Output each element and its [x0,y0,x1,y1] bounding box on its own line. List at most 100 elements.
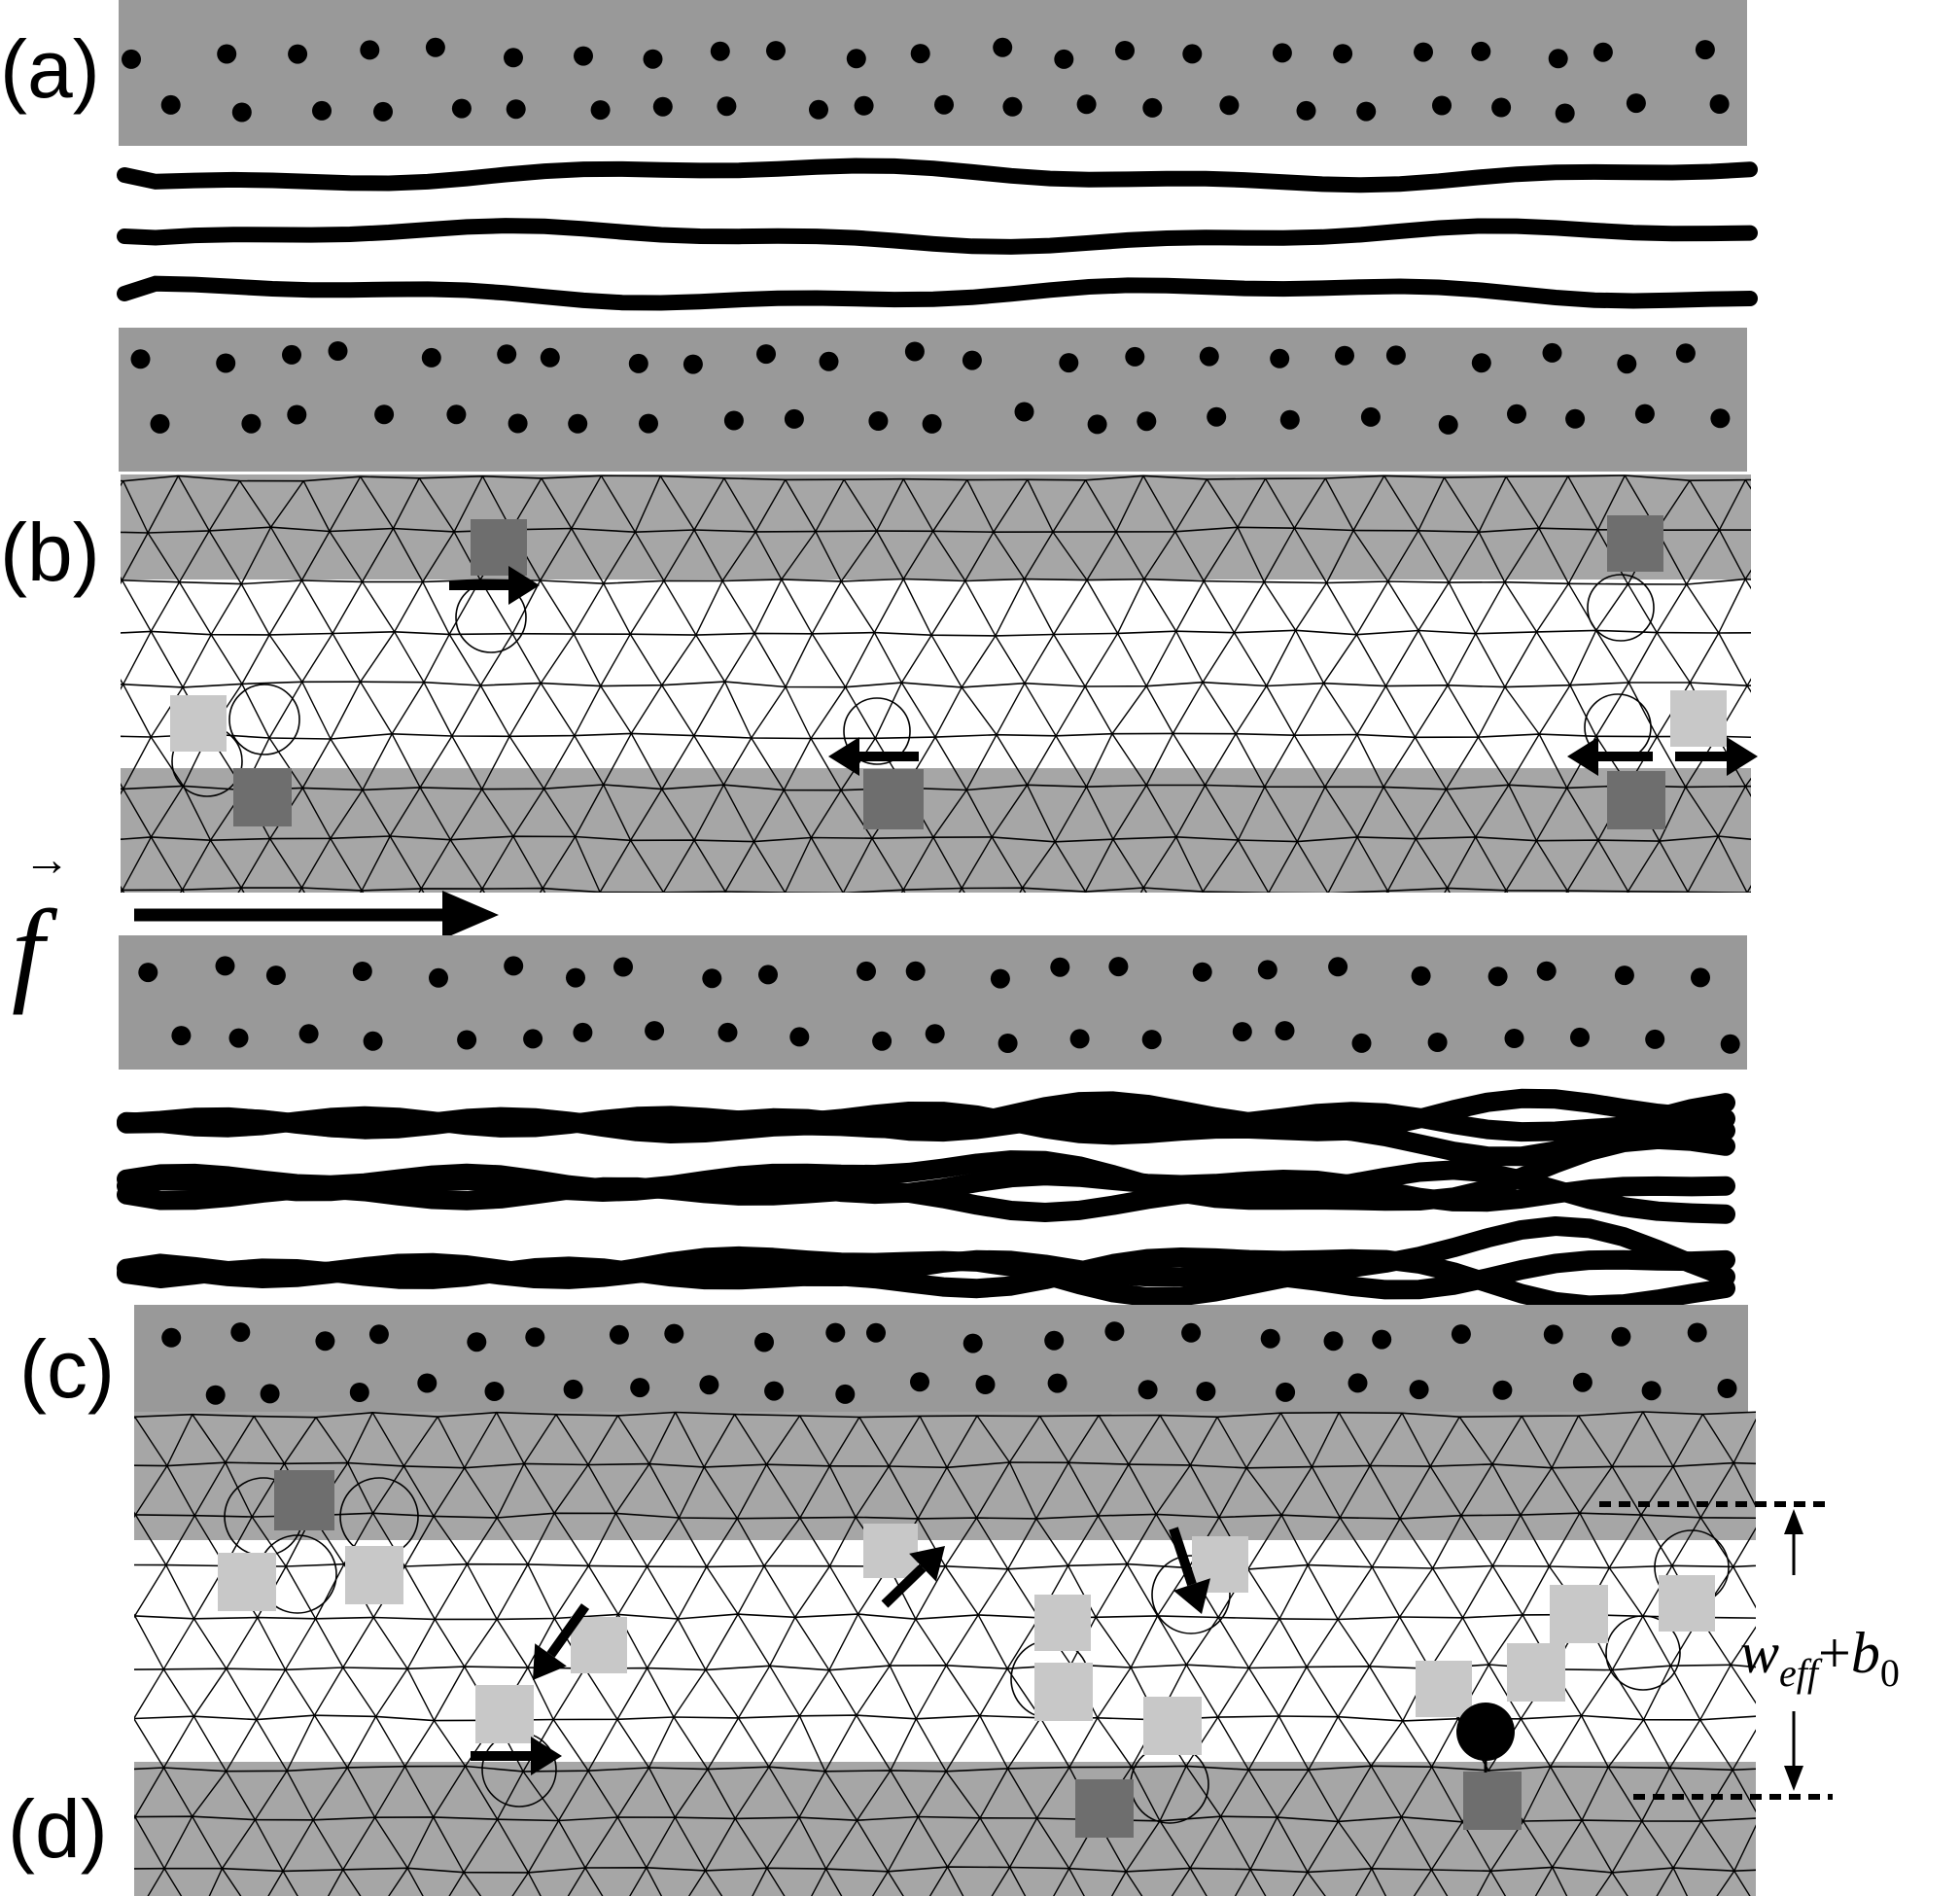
mesh-edge [945,1665,981,1716]
mesh-edge [574,784,605,837]
mesh-edge [433,1666,466,1721]
pin-dot [287,404,307,425]
pin-dot [846,49,866,69]
mesh-edge [1369,1666,1404,1722]
mesh-edge [226,1668,258,1720]
mesh-edge [1311,1466,1341,1519]
light-defect-square [218,1553,276,1611]
mesh-edge [693,839,726,893]
mesh-edge [1685,787,1719,837]
mesh-edge [240,583,270,636]
pin-dot [417,1373,438,1393]
mesh-edge [523,1414,557,1464]
defect-arrow-head [508,566,540,605]
mesh-edge [811,580,842,635]
mesh-edge [1296,786,1326,842]
pin-dot [756,344,776,365]
mesh-edge [402,1416,438,1467]
mesh-edge [134,1813,136,1817]
mesh-edge [1447,888,1451,893]
mesh-edge [1233,632,1268,686]
mesh-edge [843,893,872,942]
mesh-edge [616,1718,650,1769]
mesh-edge [769,1665,801,1717]
mesh-edge [1461,1565,1493,1619]
mesh-edge [1744,579,1751,590]
mesh-edge [391,733,421,789]
mesh-edge [150,581,181,632]
mesh-edge [724,841,755,893]
mesh-edge [268,681,303,739]
mesh-edge [1008,1416,1041,1463]
vortex-lines-a [117,158,1758,311]
mesh-edge [663,529,695,581]
mesh-edge [703,1466,738,1520]
panel-b [121,474,1758,942]
mesh-edge [1068,1515,1100,1566]
mesh-edge [1656,1867,1674,1896]
mesh-edge [479,633,513,686]
pin-dot [467,1332,487,1352]
pin-dot [523,1029,543,1049]
mesh-edge [1607,1767,1643,1822]
mesh-edge [1746,885,1751,893]
mesh-edge [121,890,123,893]
mesh-edge [210,583,242,636]
mesh-edge [1595,682,1629,737]
mesh-edge [1520,1467,1553,1516]
mesh-edge [995,635,1026,685]
mesh-edge [330,681,362,740]
mesh-row-line [121,784,1751,791]
pin-dot [1054,49,1074,69]
mesh-edge [1699,1719,1733,1771]
pin-dot [1372,1329,1392,1350]
pin-dot [1710,408,1731,429]
mesh-edge [1689,632,1720,684]
mesh-edge [553,1464,589,1514]
mesh-edge [964,580,997,637]
mesh-edge [147,475,179,534]
mesh-edge [1068,1461,1100,1517]
mesh-edge [1156,1615,1187,1666]
pin-dot [819,351,839,371]
force-arrow-head [442,891,499,939]
mesh-edge [1086,579,1119,634]
mesh-edge [496,1619,529,1668]
mesh-edge [1448,581,1477,635]
mesh-edge [1206,478,1239,528]
mesh-edge [932,836,962,889]
vortex-line [117,275,1758,311]
mesh-edge [661,685,695,736]
mesh-edge [630,789,663,841]
mesh-edge [842,837,873,893]
mesh-edge [737,1665,771,1719]
mesh-edge [871,1871,889,1896]
mesh-edge [422,531,455,582]
mesh-edge [1447,836,1477,889]
pin-dot [446,404,467,425]
mesh-edge [178,530,210,583]
mesh-row-line [121,578,1751,585]
mesh-edge [1084,891,1087,893]
mesh-edge [256,1719,288,1772]
mesh-edge [406,1668,436,1721]
pinning-band-a-bottom [119,328,1747,472]
mesh-edge [1245,1412,1281,1469]
mesh-edge [542,836,577,889]
defect-circle [1151,1555,1231,1634]
mesh-edge [330,738,364,790]
mesh-edge [1489,1870,1507,1896]
mesh-edge [542,888,546,893]
mesh-edge [693,735,724,786]
mesh-edge [1248,1618,1280,1668]
mesh-edge [121,679,124,685]
pin-dot [122,49,141,69]
mesh-edge [1429,1617,1464,1669]
defect-arrow-head [533,1643,567,1680]
mesh-edge [753,579,783,634]
mesh-edge [794,1565,831,1618]
mesh-edge [1269,892,1270,893]
mesh-edge [1219,1815,1251,1871]
mesh-edge [371,1412,405,1467]
mesh-edge [1686,529,1721,585]
